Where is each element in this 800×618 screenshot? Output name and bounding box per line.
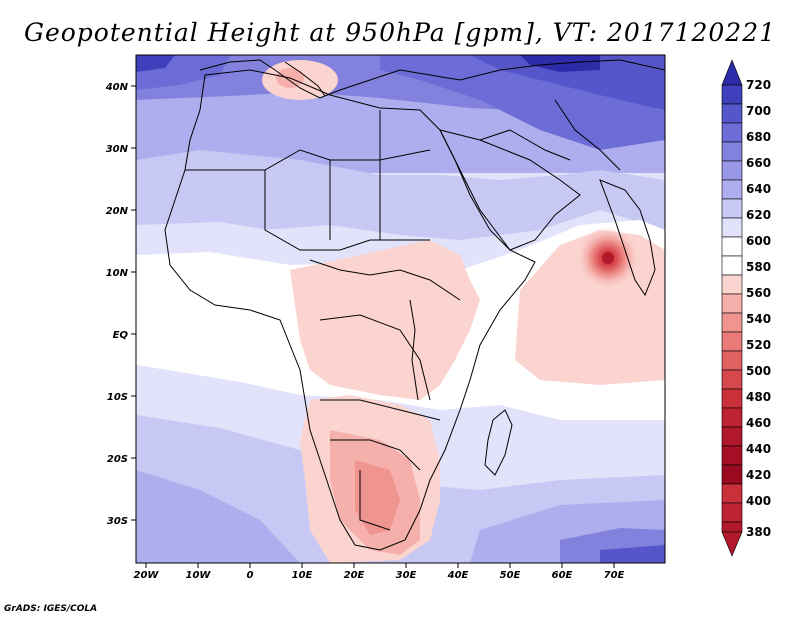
colorbar-swatch [721,521,743,533]
colorbar-label: 720 [746,78,771,92]
colorbar-swatch [721,369,743,390]
lat-label: 30S [107,516,128,527]
footer-credit: GrADS: IGES/COLA [4,604,98,614]
border-central-1 [309,259,461,301]
hotspot-core-380 [602,252,614,264]
europe-coast [199,59,665,99]
colorbar-label: 520 [746,338,771,352]
lat-axis: 40N 30N 20N 10N EQ 10S 20S 30S [105,82,136,527]
band-southwest-600 [136,470,300,563]
colorbar-label: 700 [746,104,771,118]
lon-label: 10W [186,570,212,581]
lon-label: 50E [500,570,521,581]
border-south-2 [330,439,421,471]
lat-label: 10S [107,392,128,403]
colorbar-swatch [721,388,743,409]
colorbar-label: 540 [746,312,771,326]
colorbar-label: 440 [746,442,771,456]
lat-label: 20N [106,206,129,217]
colorbar-swatch [721,103,743,124]
colorbar-label: 680 [746,130,771,144]
lon-label: 40E [447,570,469,581]
colorbar-swatch [721,84,743,105]
coastlines [164,59,665,551]
arabia-coast [439,129,581,251]
colorbar-swatch [721,350,743,371]
colorbar-swatch [721,141,743,162]
colorbar-swatch [721,445,743,466]
colorbar-swatch [721,312,743,333]
border-middle-east [479,129,571,161]
italy-coast [284,61,326,97]
colorbar-label: 660 [746,156,771,170]
colorbar-label: 640 [746,182,771,196]
colorbar-swatch [721,483,743,504]
colorbar-swatch [721,293,743,314]
border-sahara-1 [185,149,431,171]
band-southeast-680 [600,545,665,563]
colorbar-swatch [721,426,743,447]
lon-label: 30E [396,570,417,581]
colorbar-swatch [721,179,743,200]
colorbar-swatch [721,122,743,143]
colorbar-label: 420 [746,468,771,482]
map-panel [136,55,665,563]
colorbar-arrow-top [721,59,743,86]
lon-axis: 20W 10W 0 10E 20E 30E 40E 50E 60E 70E [134,563,625,581]
colorbar-swatch [721,255,743,276]
band-northwest-700 [136,55,175,72]
colorbar-label: 380 [746,525,771,539]
lat-label: 30N [106,144,129,155]
colorbar-swatch [721,236,743,257]
colorbar-label: 460 [746,416,771,430]
colorbar-labels: 720 700 680 660 640 620 600 580 560 540 … [746,78,771,539]
colorbar-swatch [721,331,743,352]
india-coast [599,179,656,297]
map-frame [135,54,666,564]
colorbar-label: 580 [746,260,771,274]
lon-label: 10E [292,570,313,581]
lon-label: 60E [552,570,573,581]
lon-label: 70E [604,570,625,581]
colorbar-label: 600 [746,234,771,248]
colorbar-label: 480 [746,390,771,404]
border-south-3 [359,470,391,531]
colorbar-swatch [721,407,743,428]
colorbar-swatch [721,502,743,523]
colorbar-arrow-bottom [721,531,743,557]
border-central-2 [319,314,431,401]
band-northeast-680 [470,55,665,110]
lon-label: 0 [247,570,254,581]
colorbar [721,59,743,557]
map-title: Geopotential Height at 950hPa [gpm], VT:… [23,18,777,47]
lat-label: 40N [105,82,129,93]
lat-label: 10N [106,268,129,279]
lat-label: 20S [107,454,128,465]
patch-central-africa-520 [290,240,480,400]
colorbar-label: 500 [746,364,771,378]
patch-southern-africa-480 [355,460,400,535]
colorbar-swatch [721,160,743,181]
colorbar-label: 560 [746,286,771,300]
colorbar-swatch [721,464,743,485]
colorbar-label: 400 [746,494,771,508]
lon-label: 20E [344,570,365,581]
border-great-lakes [409,299,419,401]
madagascar-coast [484,409,513,476]
colorbar-label: 620 [746,208,771,222]
band-sahara-580 [136,150,665,240]
lon-label: 20W [134,570,160,581]
colorbar-swatch [721,274,743,295]
border-south-1 [320,399,441,421]
colorbar-swatch [721,217,743,238]
lat-label: EQ [113,330,129,341]
border-iran [554,99,621,171]
colorbar-swatch [721,198,743,219]
